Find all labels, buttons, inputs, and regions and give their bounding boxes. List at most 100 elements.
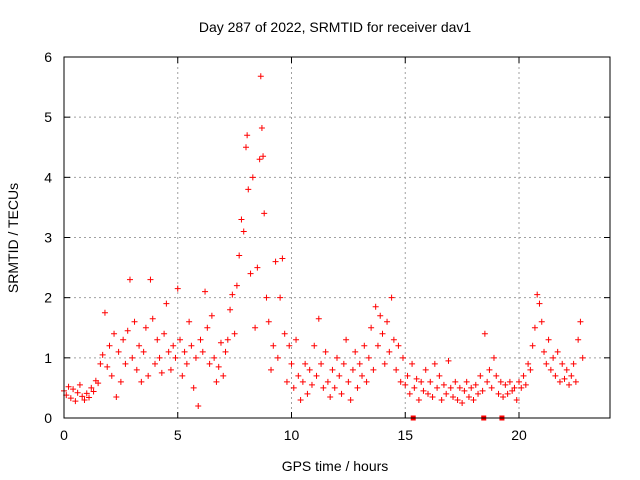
data-point: [390, 336, 397, 343]
data-point: [183, 360, 190, 367]
data-point: [258, 124, 265, 131]
data-point: [158, 369, 165, 376]
data-point: [181, 348, 188, 355]
data-point: [377, 312, 384, 319]
data-point: [463, 378, 470, 385]
data-point: [165, 348, 172, 355]
data-point: [202, 288, 209, 295]
data-point: [334, 354, 340, 361]
data-point: [167, 366, 174, 373]
data-point: [413, 375, 420, 382]
data-point: [486, 366, 493, 373]
data-point: [268, 366, 275, 373]
data-point: [79, 393, 86, 400]
y-axis-label: SRMTID / TECUs: [5, 183, 21, 293]
data-point: [233, 282, 240, 289]
data-point: [88, 384, 95, 391]
y-tick-label: 3: [44, 230, 52, 246]
x-tick-label: 5: [174, 427, 182, 443]
data-point: [436, 372, 443, 379]
data-point: [561, 375, 568, 382]
data-point: [99, 351, 106, 358]
data-point: [247, 270, 254, 277]
data-point: [215, 363, 222, 370]
data-point: [104, 363, 111, 370]
data-point: [352, 348, 359, 355]
data-point: [315, 315, 322, 322]
data-point: [149, 315, 156, 322]
data-point: [95, 380, 102, 387]
data-point: [254, 264, 261, 271]
data-point: [493, 372, 500, 379]
data-point: [475, 390, 482, 397]
data-point: [76, 381, 83, 388]
data-point: [163, 300, 170, 307]
data-point: [384, 318, 391, 325]
data-point: [490, 354, 497, 361]
data-point: [404, 372, 411, 379]
data-point: [106, 342, 113, 349]
data-point: [397, 378, 404, 385]
data-point: [399, 354, 406, 361]
data-point: [381, 360, 388, 367]
data-point: [345, 378, 352, 385]
data-point: [195, 402, 202, 409]
data-point: [340, 360, 347, 367]
data-point: [554, 348, 561, 355]
data-point: [386, 348, 393, 355]
data-point: [277, 294, 284, 301]
data-point: [272, 258, 279, 265]
y-tick-label: 0: [44, 410, 52, 426]
data-point: [518, 384, 525, 391]
data-point: [497, 378, 504, 385]
data-point: [302, 360, 309, 367]
data-point: [329, 366, 336, 373]
data-point: [513, 396, 520, 403]
data-point: [331, 384, 338, 391]
data-point: [511, 384, 518, 391]
data-point: [274, 354, 281, 361]
data-point: [70, 386, 77, 393]
data-point: [415, 396, 422, 403]
data-point: [320, 384, 327, 391]
data-point: [270, 342, 277, 349]
data-point: [450, 393, 457, 400]
data-point: [290, 384, 297, 391]
data-point: [516, 378, 522, 385]
data-point: [229, 291, 236, 298]
data-point: [359, 372, 366, 379]
data-point: [67, 395, 74, 402]
data-point: [481, 330, 488, 337]
data-point: [174, 285, 181, 292]
data-point: [529, 342, 536, 349]
data-point: [525, 360, 532, 367]
data-point: [86, 394, 93, 401]
data-point: [265, 318, 272, 325]
data-point: [243, 144, 249, 151]
data-point: [197, 336, 204, 343]
data-point: [479, 387, 486, 394]
data-point: [336, 372, 343, 379]
data-point: [192, 354, 199, 361]
data-point: [231, 330, 238, 337]
data-point: [338, 390, 345, 397]
data-point: [445, 357, 452, 364]
data-point: [108, 372, 115, 379]
data-point: [452, 378, 459, 385]
data-point: [252, 324, 259, 331]
data-point: [429, 393, 436, 400]
data-point: [124, 327, 131, 334]
x-tick-label: 0: [60, 427, 68, 443]
data-point: [422, 366, 429, 373]
data-point: [440, 381, 447, 388]
data-point: [261, 210, 268, 217]
data-point: [370, 366, 377, 373]
data-point: [131, 318, 138, 325]
data-point: [322, 348, 329, 355]
data-point: [260, 153, 267, 160]
data-point: [577, 318, 584, 325]
data-point: [465, 393, 472, 400]
data-point: [306, 366, 313, 373]
data-point: [113, 393, 120, 400]
